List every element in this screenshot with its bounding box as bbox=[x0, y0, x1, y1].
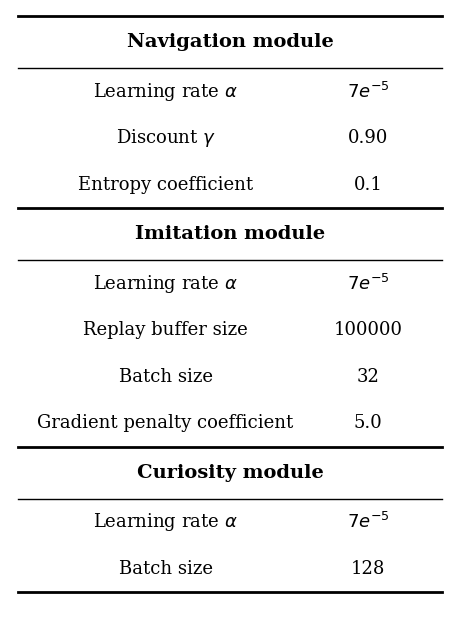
Text: Batch size: Batch size bbox=[118, 367, 212, 386]
Text: Imitation module: Imitation module bbox=[134, 225, 325, 243]
Text: Learning rate $\alpha$: Learning rate $\alpha$ bbox=[93, 80, 237, 103]
Text: Learning rate $\alpha$: Learning rate $\alpha$ bbox=[93, 272, 237, 295]
Text: 0.1: 0.1 bbox=[353, 175, 381, 194]
Text: 32: 32 bbox=[356, 367, 379, 386]
Text: Entropy coefficient: Entropy coefficient bbox=[78, 175, 252, 194]
Text: Discount $\gamma$: Discount $\gamma$ bbox=[115, 127, 215, 149]
Text: Learning rate $\alpha$: Learning rate $\alpha$ bbox=[93, 511, 237, 533]
Text: $7e^{-5}$: $7e^{-5}$ bbox=[346, 274, 389, 293]
Text: Gradient penalty coefficient: Gradient penalty coefficient bbox=[37, 414, 293, 433]
Text: Navigation module: Navigation module bbox=[126, 33, 333, 51]
Text: Curiosity module: Curiosity module bbox=[136, 464, 323, 482]
Text: 128: 128 bbox=[350, 560, 384, 578]
Text: 5.0: 5.0 bbox=[353, 414, 381, 433]
Text: 100000: 100000 bbox=[333, 321, 402, 339]
Text: $7e^{-5}$: $7e^{-5}$ bbox=[346, 82, 389, 101]
Text: $7e^{-5}$: $7e^{-5}$ bbox=[346, 512, 389, 532]
Text: Batch size: Batch size bbox=[118, 560, 212, 578]
Text: 0.90: 0.90 bbox=[347, 129, 387, 147]
Text: Replay buffer size: Replay buffer size bbox=[83, 321, 247, 339]
